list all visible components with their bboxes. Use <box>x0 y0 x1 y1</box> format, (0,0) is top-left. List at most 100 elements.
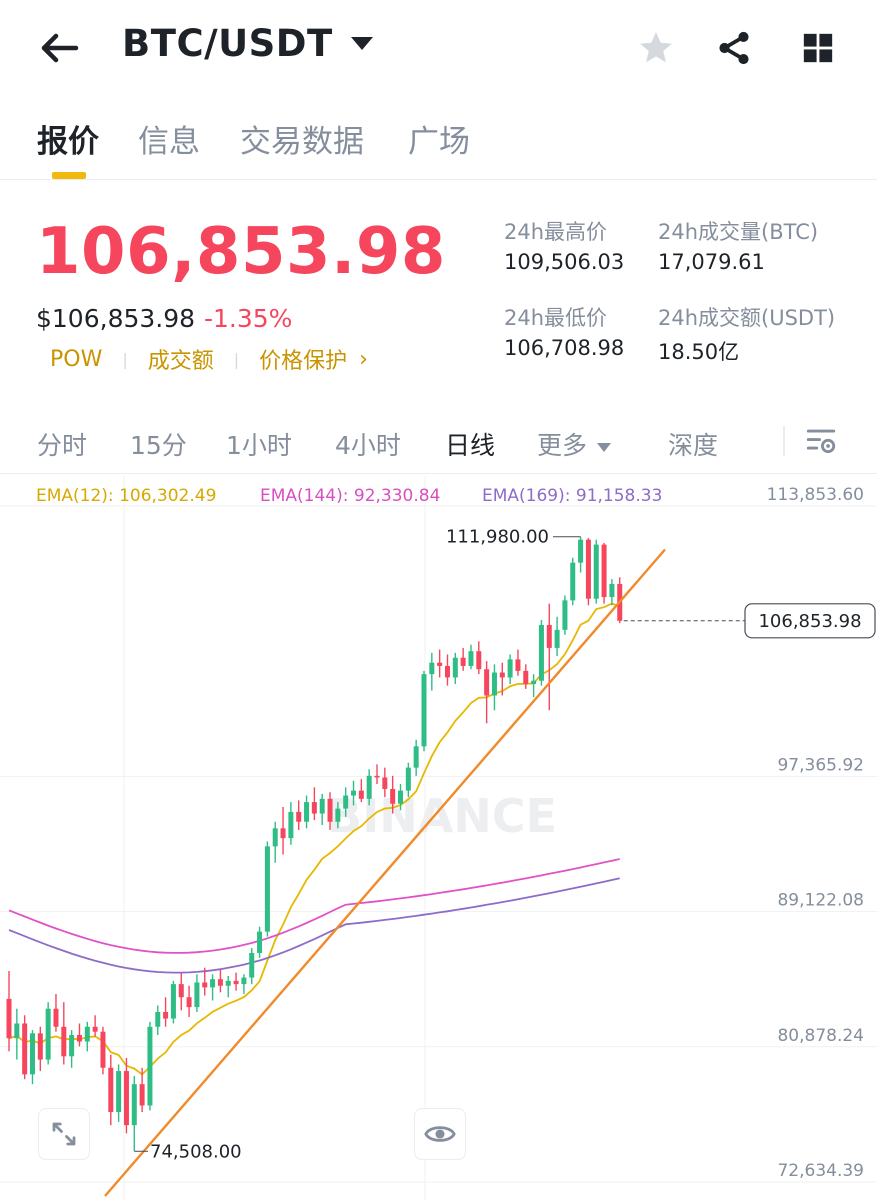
interval-time[interactable]: 分时 <box>37 431 88 460</box>
ema12-line <box>8 602 620 1076</box>
interval-more[interactable]: 更多 <box>537 426 612 462</box>
candle <box>327 798 333 822</box>
candle <box>108 1067 114 1113</box>
expand-icon <box>52 1122 76 1146</box>
candle <box>163 1012 169 1019</box>
pair-selector[interactable]: BTC/USDT <box>122 22 373 65</box>
tab-info[interactable]: 信息 <box>138 124 200 160</box>
candle <box>358 790 364 799</box>
y-tick-label: 97,365.92 <box>777 755 864 775</box>
settings-sliders-icon <box>806 429 836 454</box>
candle <box>288 811 294 839</box>
candle <box>366 775 372 799</box>
candle <box>546 624 552 648</box>
candle <box>531 680 537 685</box>
trendline <box>104 548 666 1197</box>
candle <box>601 544 607 598</box>
ema12-legend: EMA(12): 106,302.49 <box>36 486 217 506</box>
candle <box>217 979 223 986</box>
interval-4h[interactable]: 4小时 <box>335 431 401 460</box>
caret-down-icon <box>350 37 373 50</box>
candle <box>319 798 325 814</box>
chart-grid <box>0 476 877 1200</box>
share-button[interactable] <box>710 24 758 72</box>
candle <box>29 1033 35 1075</box>
candle <box>570 562 576 601</box>
tab-quote[interactable]: 报价 <box>37 124 99 160</box>
chart-settings-button[interactable] <box>804 424 838 458</box>
candle <box>421 674 427 747</box>
y-axis-labels: 113,853.60 97,365.92 89,122.08 80,878.24 72,… <box>767 485 864 1181</box>
ema169-line <box>8 877 620 974</box>
candle <box>515 659 521 671</box>
candle <box>507 659 513 678</box>
candle <box>123 1071 129 1126</box>
candle <box>202 982 208 988</box>
candle <box>92 1026 98 1032</box>
candle <box>116 1071 122 1113</box>
tab-trading-data[interactable]: 交易数据 <box>240 124 364 160</box>
candle <box>413 746 419 768</box>
candle <box>382 777 388 789</box>
candle <box>76 1034 82 1042</box>
candle <box>429 662 435 675</box>
vol-usdt-label: 24h成交额(USDT) <box>658 306 836 330</box>
candle <box>296 811 302 822</box>
back-button[interactable] <box>34 24 86 72</box>
candle <box>452 657 458 678</box>
interval-1h[interactable]: 1小时 <box>226 431 292 460</box>
tab-square[interactable]: 广场 <box>408 124 470 160</box>
candle <box>398 790 403 804</box>
candle <box>460 657 466 666</box>
divider <box>783 426 785 456</box>
favorite-button[interactable] <box>632 24 680 72</box>
candle <box>476 651 482 670</box>
candle <box>343 795 349 809</box>
y-tick-label: 113,853.60 <box>767 485 864 505</box>
interval-bar: 分时 15分 1小时 4小时 日线 更多 深度 <box>0 410 877 474</box>
candle <box>538 624 544 681</box>
arrow-left-icon <box>41 33 79 63</box>
tag-pow[interactable]: POW <box>50 346 103 372</box>
tag-turnover[interactable]: 成交额 <box>147 349 214 374</box>
candle <box>22 1023 28 1075</box>
candle <box>562 600 568 630</box>
candle <box>100 1031 106 1068</box>
price-protection-link[interactable]: 价格保护 <box>259 349 348 374</box>
candle <box>304 802 310 822</box>
interval-depth[interactable]: 深度 <box>668 431 719 460</box>
candle <box>264 846 270 932</box>
layout-button[interactable] <box>794 24 842 72</box>
ema169-legend: EMA(169): 91,158.33 <box>482 486 663 506</box>
low-label: 24h最低价 <box>504 306 608 330</box>
vol-usdt-value: 18.50亿 <box>658 340 740 364</box>
min-price-label: 74,508.00 <box>150 1141 242 1162</box>
divider: | <box>122 349 128 369</box>
fullscreen-button[interactable] <box>38 1108 90 1160</box>
eye-icon <box>424 1126 456 1142</box>
candle <box>249 952 255 978</box>
price-chart[interactable]: BINANCE 113,853.60 97,365.92 89,122.08 80,8… <box>0 476 877 1200</box>
divider: | <box>233 349 240 369</box>
candle <box>444 665 450 678</box>
candle <box>351 790 357 796</box>
indicator-visibility-button[interactable] <box>414 1108 466 1160</box>
candle <box>241 977 247 985</box>
interval-15m[interactable]: 15分 <box>130 431 187 460</box>
candle <box>499 672 505 678</box>
meta-links: POW | 成交额 | 价格保护 › <box>50 343 368 375</box>
ema144-legend: EMA(144): 92,330.84 <box>260 486 441 506</box>
candle <box>14 1023 20 1039</box>
candle <box>186 997 192 1008</box>
high-value: 109,506.03 <box>504 250 625 274</box>
candle <box>53 1008 59 1027</box>
last-price-tag <box>744 603 876 639</box>
share-icon <box>719 31 749 65</box>
ema-lines <box>8 602 620 1076</box>
price-usd: $106,853.98 <box>36 304 196 333</box>
pair-label: BTC/USDT <box>122 22 333 65</box>
interval-1d[interactable]: 日线 <box>445 431 496 460</box>
candle <box>225 980 231 986</box>
candle <box>335 808 341 822</box>
candle <box>491 672 497 696</box>
